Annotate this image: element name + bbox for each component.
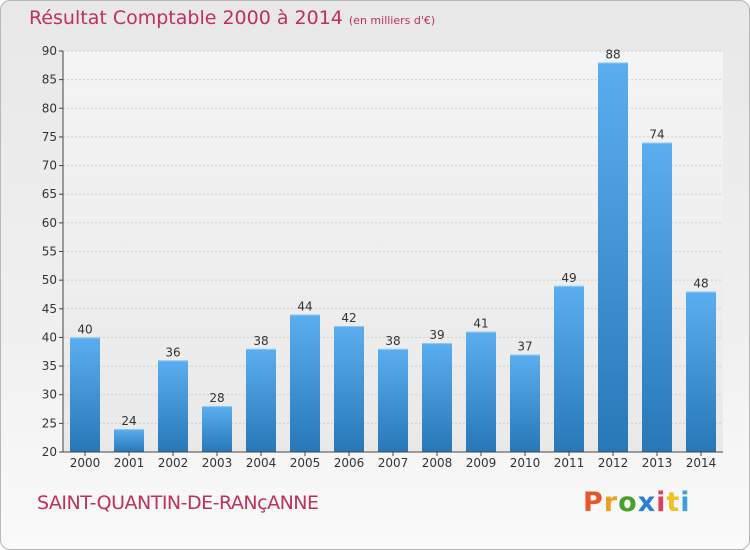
commune-name: SAINT-QUANTIN-DE-RANçANNE (37, 492, 319, 514)
data-label-2004: 38 (253, 334, 268, 348)
bar-2013 (642, 142, 672, 452)
bar-2003 (202, 406, 232, 452)
y-tick-label: 35 (42, 359, 57, 373)
data-label-2003: 28 (209, 391, 224, 405)
y-tick-label: 20 (42, 445, 57, 459)
x-tick-label-2010: 2010 (510, 456, 541, 470)
data-label-2007: 38 (385, 334, 400, 348)
logo-letter: x (637, 487, 657, 518)
x-tick-label-2002: 2002 (158, 456, 189, 470)
bar-2009 (466, 331, 496, 452)
y-axis-ticks: 20 25 30 35 40 45 50 55 60 65 70 75 80 85 90 (42, 44, 63, 459)
bar-2007 (378, 348, 408, 452)
y-tick-label: 70 (42, 159, 57, 173)
x-tick-label-2001: 2001 (114, 456, 145, 470)
y-tick-label: 45 (42, 302, 57, 316)
bar-2010 (510, 354, 540, 452)
logo-letter: i (680, 487, 691, 518)
y-tick-label: 30 (42, 388, 57, 402)
x-tick-label-2014: 2014 (686, 456, 717, 470)
proxiti-logo: Proxiti (583, 487, 691, 518)
bar-2014 (686, 291, 716, 452)
bar-2012 (598, 62, 628, 452)
y-tick-label: 85 (42, 73, 57, 87)
y-tick-label: 40 (42, 330, 57, 344)
y-tick-label: 75 (42, 130, 57, 144)
x-tick-label-2008: 2008 (422, 456, 453, 470)
data-label-2011: 49 (561, 271, 576, 285)
x-tick-label-2000: 2000 (70, 456, 101, 470)
x-tick-label-2006: 2006 (334, 456, 365, 470)
x-tick-label-2013: 2013 (642, 456, 673, 470)
bar-2005 (290, 314, 320, 452)
x-tick-label-2012: 2012 (598, 456, 629, 470)
data-label-2013: 74 (649, 128, 664, 142)
x-tick-label-2009: 2009 (466, 456, 497, 470)
y-tick-label: 65 (42, 187, 57, 201)
y-tick-label: 55 (42, 245, 57, 259)
y-tick-label: 50 (42, 273, 57, 287)
bars (70, 62, 716, 452)
bar-2008 (422, 343, 452, 452)
logo-letter: t (666, 487, 681, 518)
chart-title-text: Résultat Comptable 2000 à 2014 (29, 7, 343, 29)
logo-letter: P (583, 487, 604, 518)
bar-2002 (158, 360, 188, 452)
x-tick-label-2007: 2007 (378, 456, 409, 470)
x-tick-label-2005: 2005 (290, 456, 321, 470)
data-label-2009: 41 (473, 317, 488, 331)
data-label-2012: 88 (605, 47, 620, 61)
data-label-2008: 39 (429, 328, 444, 342)
data-label-2002: 36 (165, 345, 180, 359)
data-label-2001: 24 (121, 414, 136, 428)
bar-2006 (334, 325, 364, 452)
data-label-2006: 42 (341, 311, 356, 325)
x-tick-label-2011: 2011 (554, 456, 585, 470)
logo-letter: i (656, 487, 667, 518)
y-tick-label: 90 (42, 44, 57, 58)
bar-2001 (114, 429, 144, 452)
x-tick-label-2003: 2003 (202, 456, 233, 470)
y-tick-label: 60 (42, 216, 57, 230)
data-label-2014: 48 (693, 277, 708, 291)
x-tick-label-2004: 2004 (246, 456, 277, 470)
data-labels: 40 24 36 28 38 44 42 38 39 41 37 49 88 74 48 (77, 47, 708, 428)
bar-2000 (70, 337, 100, 452)
chart-title: Résultat Comptable 2000 à 2014 (en millie… (29, 7, 435, 29)
data-label-2010: 37 (517, 340, 532, 354)
logo-letter: o (618, 487, 638, 518)
data-label-2000: 40 (77, 322, 92, 336)
y-tick-label: 80 (42, 101, 57, 115)
data-label-2005: 44 (297, 300, 312, 314)
bar-2004 (246, 348, 276, 452)
x-axis-ticks: 2000 2001 2002 2003 2004 2005 2006 2007 2008 2009… (70, 452, 717, 470)
chart-subtitle: (en milliers d'€) (348, 14, 436, 27)
logo-letter: r (603, 487, 619, 518)
y-tick-label: 25 (42, 416, 57, 430)
bar-2011 (554, 285, 584, 452)
